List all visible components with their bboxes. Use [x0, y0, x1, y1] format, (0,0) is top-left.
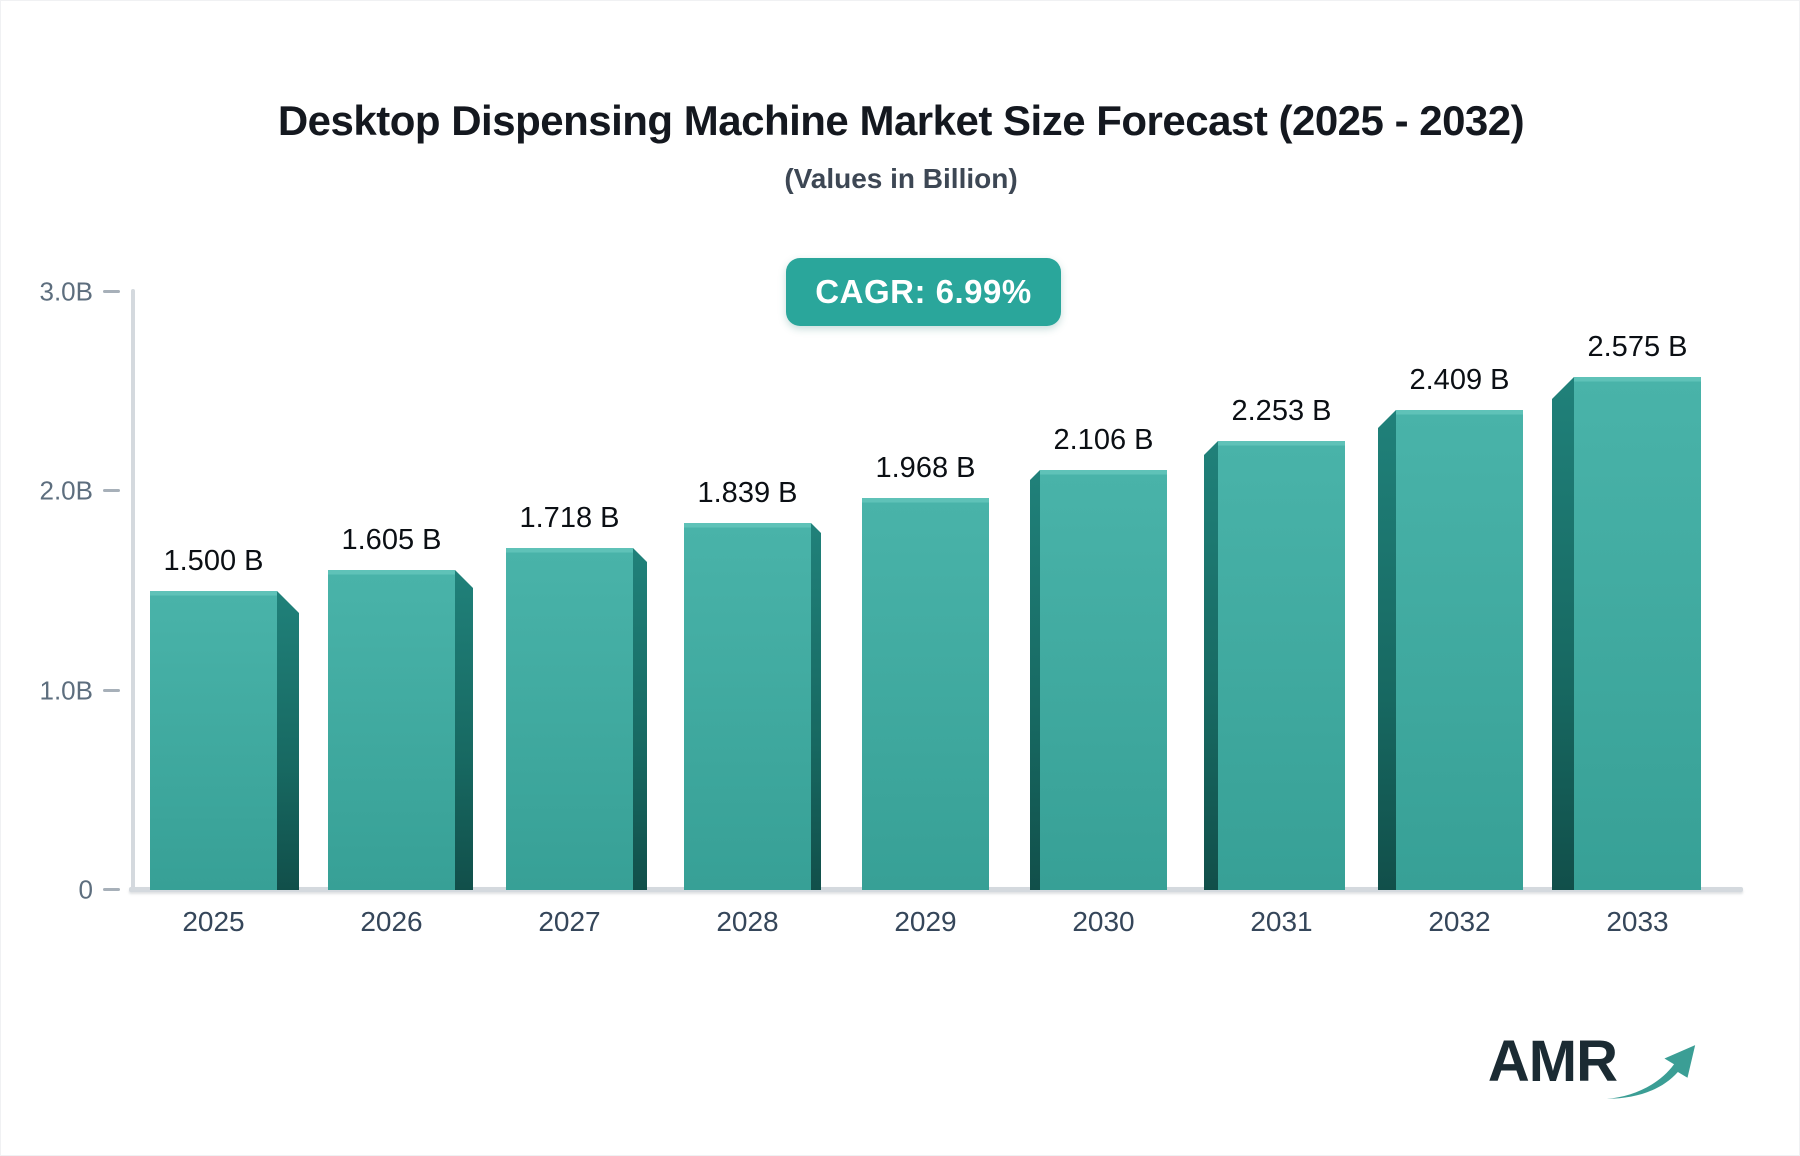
y-tick-label: 1.0B: [39, 675, 94, 706]
bar-group-2031: 2.253 B 2031: [1204, 395, 1345, 937]
bar-side-face: [811, 523, 821, 890]
y-axis-line: [131, 289, 135, 892]
bar-face: [328, 570, 455, 890]
bar-face: [150, 591, 277, 890]
bar-group-2027: 1.718 B 2027: [506, 502, 647, 937]
bar-face: [684, 523, 811, 890]
bar-side-face: [455, 570, 473, 890]
y-tick-dash: [103, 489, 120, 493]
bar-group-2028: 1.839 B 2028: [684, 477, 821, 937]
bar-face: [506, 548, 633, 890]
bar-side-face: [1030, 470, 1040, 890]
x-tick-label: 2033: [1606, 906, 1669, 937]
bar-face: [862, 498, 989, 890]
y-tick-label: 0: [78, 874, 93, 905]
bar-side-face: [633, 548, 647, 890]
y-tick-dash: [103, 888, 120, 891]
bar-value-label: 1.839 B: [697, 477, 798, 509]
bar-value-label: 1.500 B: [163, 545, 264, 577]
y-tick-dash: [103, 688, 120, 692]
bar-group-2026: 1.605 B 2026: [328, 524, 473, 937]
bar-face: [1574, 377, 1701, 890]
x-tick-label: 2029: [894, 906, 957, 937]
x-tick-label: 2030: [1072, 906, 1135, 937]
amr-logo-text: AMR: [1487, 1029, 1618, 1094]
bar-value-label: 1.968 B: [875, 452, 976, 484]
x-tick-label: 2031: [1250, 906, 1313, 937]
x-tick-label: 2028: [716, 906, 779, 937]
y-tick-label: 3.0B: [39, 276, 94, 307]
bar-side-face: [277, 591, 299, 890]
cagr-badge: CAGR: 6.99%: [786, 258, 1061, 326]
bar-value-label: 1.718 B: [519, 502, 620, 534]
x-tick-label: 2026: [360, 906, 423, 937]
x-tick-label: 2032: [1428, 906, 1491, 937]
bar-group-2033: 2.575 B 2033: [1552, 331, 1701, 937]
bar-value-label: 2.253 B: [1231, 395, 1332, 427]
bar-group-2025: 1.500 B 2025: [150, 545, 299, 937]
bar-side-face: [1378, 410, 1396, 890]
x-tick-label: 2025: [182, 906, 245, 937]
bar-face: [1396, 410, 1523, 890]
chart-subtitle: (Values in Billion): [784, 163, 1018, 194]
chart-title: Desktop Dispensing Machine Market Size F…: [277, 97, 1525, 144]
bar-value-label: 2.106 B: [1053, 424, 1154, 456]
bar-face: [1040, 470, 1167, 890]
bar-value-label: 1.605 B: [341, 524, 442, 556]
bar-side-face: [1552, 377, 1574, 890]
bar-value-label: 2.409 B: [1409, 364, 1510, 396]
bar-face: [1218, 441, 1345, 890]
bar-side-face: [1204, 441, 1218, 890]
bar-group-2032: 2.409 B 2032: [1378, 364, 1523, 937]
bar-group-2030: 2.106 B 2030: [1030, 424, 1167, 937]
x-tick-label: 2027: [538, 906, 601, 937]
amr-logo: AMR: [1488, 1031, 1699, 1105]
growth-arrow-icon: [1606, 1045, 1696, 1099]
y-tick-dash: [103, 290, 120, 293]
y-tick-label: 2.0B: [39, 475, 94, 506]
bar-value-label: 2.575 B: [1587, 331, 1688, 363]
bar-group-2029: 1.968 B 2029: [862, 452, 989, 937]
